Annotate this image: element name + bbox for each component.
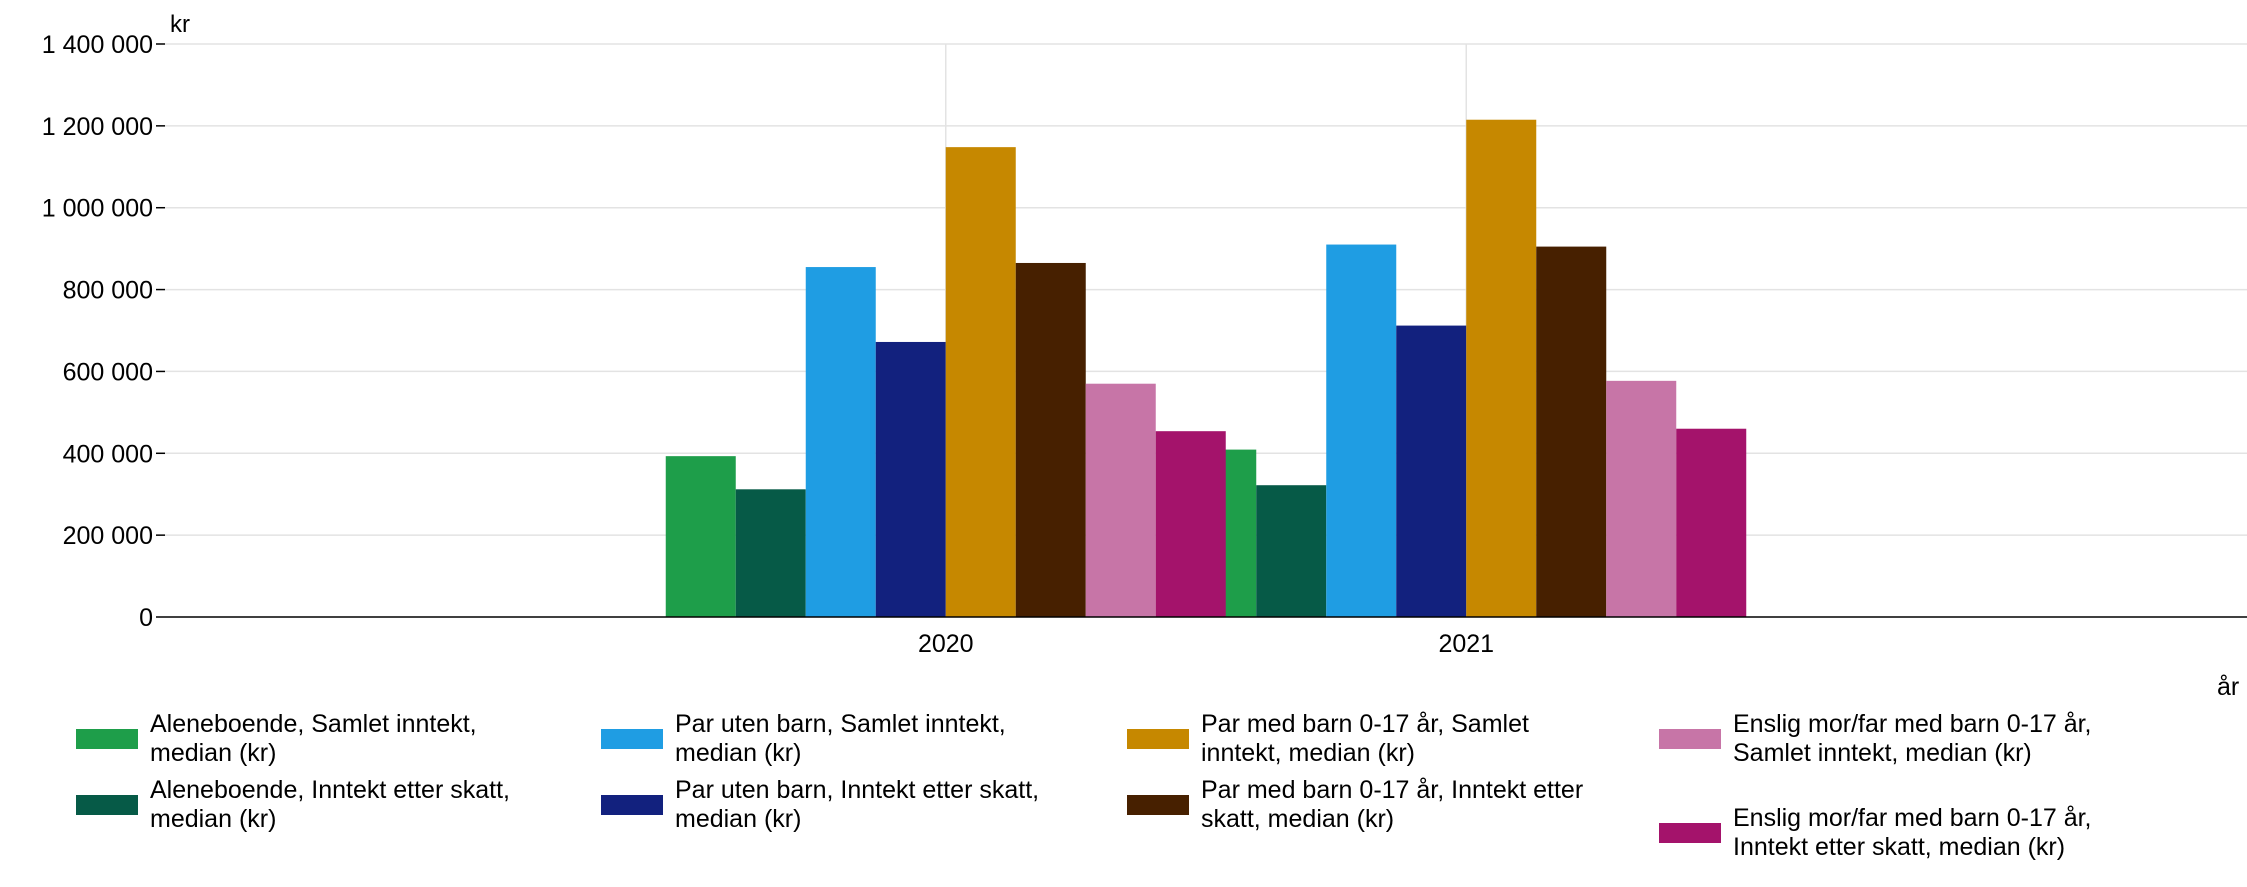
bar [1536, 246, 1607, 617]
x-tick-label: 2021 [1438, 630, 1494, 658]
bar [805, 267, 876, 617]
bar [735, 489, 806, 617]
y-tick-label: 600 000 [63, 358, 153, 386]
legend-swatch [1127, 729, 1189, 749]
x-axis-label: år [2217, 673, 2239, 700]
legend-item[interactable]: Par uten barn, Samlet inntekt, median (k… [601, 710, 1061, 768]
bar [875, 341, 946, 617]
bar [1606, 380, 1677, 617]
legend-item[interactable]: Par med barn 0-17 år, Inntekt etter skat… [1127, 776, 1587, 834]
y-tick-label: 1 400 000 [42, 31, 153, 59]
legend-label: Aleneboende, Inntekt etter skatt, median… [150, 776, 510, 833]
x-tick-label: 2020 [918, 630, 974, 658]
x-axis-ticks: 2020 2021 [918, 630, 1494, 658]
legend-swatch [601, 729, 663, 749]
legend-label: Enslig mor/far med barn 0-17 år, Inntekt… [1733, 804, 2092, 861]
bar [1466, 119, 1537, 617]
legend-item[interactable]: Aleneboende, Inntekt etter skatt, median… [76, 776, 536, 834]
gridlines [165, 43, 2247, 617]
bar [665, 456, 736, 617]
legend-label: Par med barn 0-17 år, Inntekt etter skat… [1201, 776, 1584, 833]
y-tick-label: 0 [139, 604, 153, 632]
legend-item[interactable]: Enslig mor/far med barn 0-17 år, Inntekt… [1659, 804, 2099, 862]
bar [1676, 428, 1747, 617]
legend-label: Par med barn 0-17 år, Samlet inntekt, me… [1201, 710, 1529, 767]
legend-swatch [1659, 823, 1721, 843]
y-tick-label: 1 000 000 [42, 195, 153, 223]
legend-label: Aleneboende, Samlet inntekt, median (kr) [150, 710, 477, 767]
chart-legend: Aleneboende, Samlet inntekt, median (kr)… [76, 710, 2226, 885]
y-axis-label: kr [170, 11, 190, 38]
y-tick-label: 400 000 [63, 440, 153, 468]
bar [1256, 485, 1327, 617]
legend-item[interactable]: Par uten barn, Inntekt etter skatt, medi… [601, 776, 1061, 834]
bar [1396, 325, 1467, 617]
bar [1015, 262, 1086, 617]
y-axis-ticks: 0 200 000 400 000 600 000 800 000 1 000 000 1 … [42, 31, 165, 632]
legend-item[interactable]: Par med barn 0-17 år, Samlet inntekt, me… [1127, 710, 1587, 768]
legend-swatch [1659, 729, 1721, 749]
y-tick-label: 800 000 [63, 277, 153, 305]
bars [665, 119, 1747, 618]
bar [945, 147, 1016, 617]
bar [1155, 431, 1226, 617]
legend-item[interactable]: Enslig mor/far med barn 0-17 år, Samlet … [1659, 710, 2099, 768]
y-tick-label: 200 000 [63, 522, 153, 550]
y-tick-label: 1 200 000 [42, 113, 153, 141]
legend-label: Enslig mor/far med barn 0-17 år, Samlet … [1733, 710, 2092, 767]
legend-label: Par uten barn, Inntekt etter skatt, medi… [675, 776, 1040, 833]
legend-label: Par uten barn, Samlet inntekt, median (k… [675, 710, 1006, 767]
legend-swatch [76, 729, 138, 749]
bar [1085, 383, 1156, 617]
legend-item[interactable]: Aleneboende, Samlet inntekt, median (kr) [76, 710, 536, 768]
legend-swatch [601, 795, 663, 815]
legend-swatch [76, 795, 138, 815]
bar-chart: 0 200 000 400 000 600 000 800 000 1 000 000 1 … [42, 11, 2247, 700]
bar [1326, 244, 1397, 618]
legend-swatch [1127, 795, 1189, 815]
